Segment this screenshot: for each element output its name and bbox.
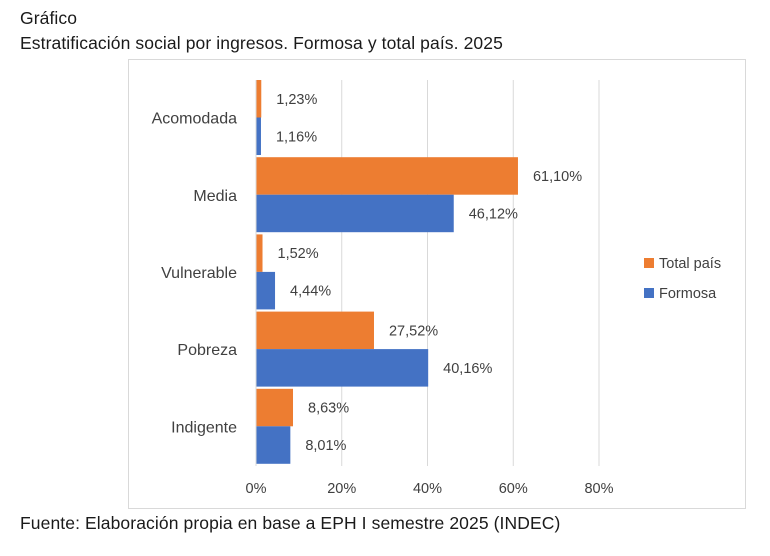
x-tick-label: 40%	[413, 481, 442, 497]
bar-total-país-acomodada	[256, 80, 262, 118]
bar-formosa-media	[256, 194, 454, 233]
data-label: 1,52%	[278, 246, 319, 262]
data-label: 8,63%	[308, 401, 349, 417]
bar-total-país-vulnerable	[256, 234, 263, 272]
bar-formosa-indigente	[256, 426, 291, 464]
data-label: 4,44%	[290, 284, 331, 300]
data-label: 8,01%	[305, 438, 346, 454]
chart-area	[128, 59, 746, 509]
bar-formosa-pobreza	[256, 349, 429, 387]
bar-formosa-vulnerable	[256, 271, 276, 310]
category-label: Indigente	[171, 419, 237, 436]
data-label: 1,23%	[276, 92, 317, 108]
category-label: Acomodada	[152, 111, 237, 128]
x-tick-label: 20%	[327, 481, 356, 497]
chart-title: Estratificación social por ingresos. For…	[20, 33, 503, 53]
data-label: 40,16%	[443, 361, 492, 377]
legend-entry: Formosa	[659, 286, 717, 302]
data-label: 27,52%	[389, 323, 438, 339]
bar-total-país-pobreza	[256, 311, 374, 350]
source-note: Fuente: Elaboración propia en base a EPH…	[20, 513, 561, 533]
data-label: 61,10%	[533, 169, 582, 185]
bar-total-país-indigente	[256, 388, 294, 427]
bar-formosa-acomodada	[256, 117, 261, 155]
x-tick-label: 0%	[246, 481, 267, 497]
legend-swatch-0	[644, 258, 654, 268]
category-label: Vulnerable	[161, 265, 237, 282]
data-label: 46,12%	[469, 206, 518, 222]
bar-total-país-media	[256, 157, 518, 195]
category-label: Pobreza	[177, 342, 237, 359]
x-tick-label: 80%	[584, 481, 613, 497]
chart-label: Gráfico	[20, 8, 78, 28]
data-label: 1,16%	[276, 129, 317, 145]
legend-swatch-1	[644, 288, 654, 298]
category-label: Media	[193, 188, 237, 205]
x-tick-label: 60%	[499, 481, 528, 497]
legend-entry: Total país	[659, 256, 721, 272]
